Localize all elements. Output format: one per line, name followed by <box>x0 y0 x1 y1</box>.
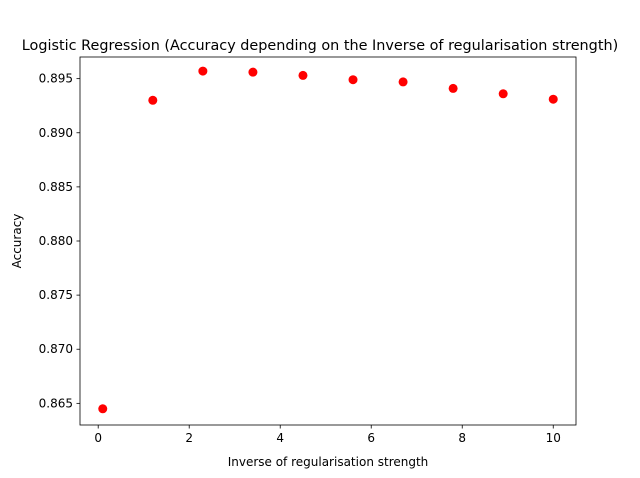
y-tick-label: 0.890 <box>39 126 73 140</box>
y-tick-label: 0.865 <box>39 396 73 410</box>
data-point <box>448 83 458 93</box>
x-tick-label: 4 <box>276 431 284 445</box>
data-points <box>98 66 558 414</box>
y-tick-label: 0.885 <box>39 180 73 194</box>
chart-title: Logistic Regression (Accuracy depending … <box>22 38 618 54</box>
data-point <box>498 89 508 99</box>
y-tick-label: 0.870 <box>39 342 73 356</box>
x-axis-label: Inverse of regularisation strength <box>228 455 429 469</box>
y-axis: 0.865 0.870 0.875 0.880 0.885 0.890 0.895 <box>39 72 80 410</box>
y-tick-label: 0.880 <box>39 234 73 248</box>
x-axis: 0 2 4 6 8 10 <box>94 425 561 445</box>
data-point <box>548 94 558 104</box>
data-point <box>148 95 158 105</box>
plot-area <box>79 56 577 426</box>
x-tick-label: 8 <box>458 431 466 445</box>
data-point <box>98 404 108 414</box>
data-point <box>198 66 208 76</box>
data-point <box>298 70 308 80</box>
x-tick-label: 6 <box>367 431 375 445</box>
x-tick-label: 0 <box>94 431 102 445</box>
data-point <box>348 75 358 85</box>
x-tick-label: 2 <box>185 431 193 445</box>
y-axis-label: Accuracy <box>10 214 24 269</box>
data-point <box>248 67 258 77</box>
y-tick-label: 0.875 <box>39 288 73 302</box>
x-tick-label: 10 <box>546 431 561 445</box>
y-tick-label: 0.895 <box>39 72 73 86</box>
data-point <box>398 77 408 87</box>
plot-frame <box>79 56 577 426</box>
